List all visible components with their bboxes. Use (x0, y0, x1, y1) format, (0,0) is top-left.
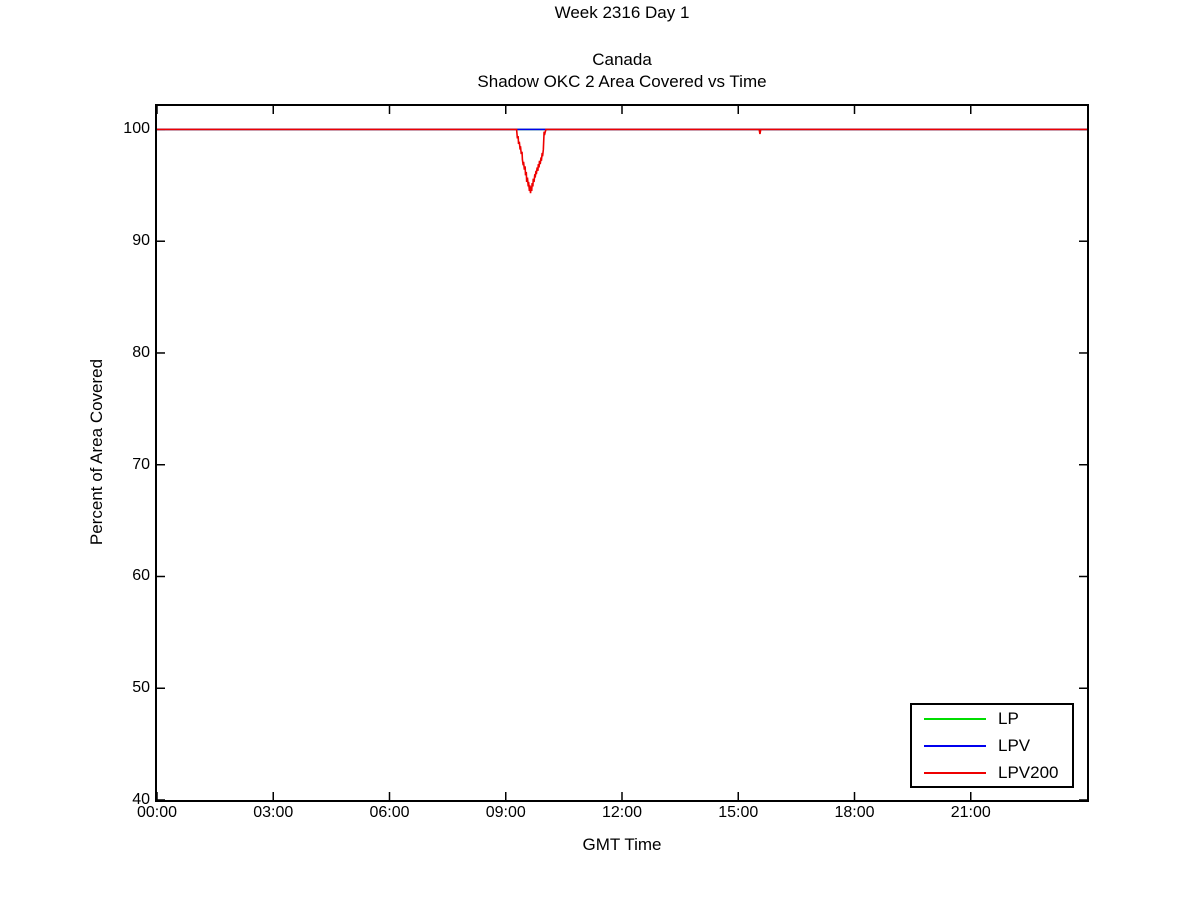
y-tick-label: 40 (132, 791, 150, 808)
chart-subtitle-main: Shadow OKC 2 Area Covered vs Time (477, 72, 767, 91)
series-line-LPV200 (157, 128, 1087, 194)
y-axis-label: Percent of Area Covered (87, 358, 106, 546)
y-tick-label: 100 (123, 120, 150, 138)
x-tick-label: 06:00 (369, 804, 410, 821)
y-tick-label: 90 (132, 232, 150, 250)
plot-area: LP LPV LPV200 (155, 104, 1089, 802)
chart-subtitle-region: Canada (592, 50, 652, 69)
x-tick-label: 15:00 (718, 804, 759, 821)
legend-label: LPV (998, 735, 1031, 755)
legend-label: LPV200 (998, 762, 1059, 782)
legend: LP LPV LPV200 (910, 703, 1074, 788)
chart-canvas (157, 106, 1087, 800)
legend-label: LP (998, 708, 1019, 728)
y-tick-label: 50 (132, 679, 150, 697)
x-tick-label: 18:00 (834, 804, 875, 821)
legend-line-sample (924, 744, 986, 747)
x-axis-label: GMT Time (582, 835, 662, 854)
x-tick-label: 00:00 (136, 804, 178, 821)
y-tick-label: 80 (132, 343, 150, 361)
legend-entry-LPV200: LPV200 (912, 763, 1072, 783)
x-tick-label: 09:00 (485, 804, 526, 821)
figure-title: Week 2316 Day 1 (554, 3, 690, 22)
x-tick-label: 03:00 (253, 804, 294, 821)
legend-entry-LPV: LPV (912, 736, 1072, 756)
y-tick-label: 60 (132, 567, 150, 585)
legend-line-sample (924, 717, 986, 720)
legend-entry-LP: LP (912, 709, 1072, 729)
y-tick-label: 70 (132, 455, 150, 473)
x-tick-label: 21:00 (950, 804, 991, 821)
title-block: Week 2316 Day 1 Canada Shadow OKC 2 Area… (157, 2, 1087, 93)
legend-line-sample (924, 771, 986, 774)
x-tick-label: 12:00 (601, 804, 643, 821)
